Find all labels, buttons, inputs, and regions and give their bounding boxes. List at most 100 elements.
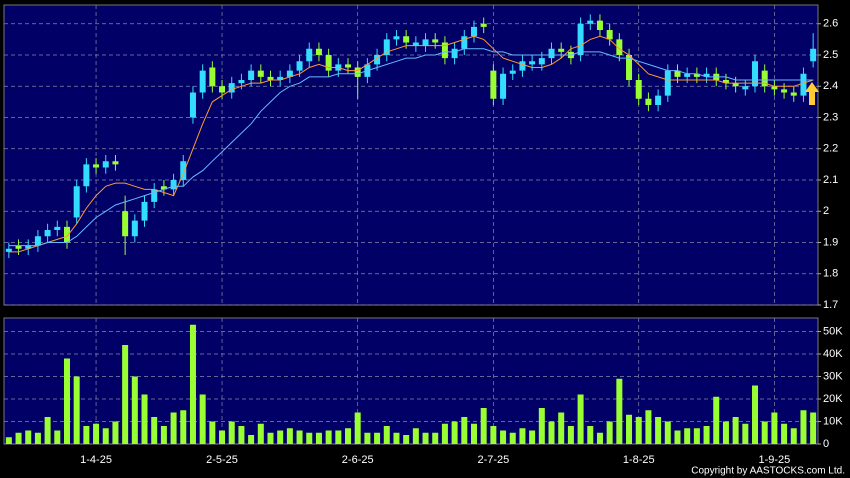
volume-bar [596,432,603,444]
volume-bar [781,423,788,444]
volume-bar [664,421,671,444]
y-tick-label: 0 [823,438,829,450]
candle-body [93,164,100,168]
candle-body [529,61,536,65]
volume-bar [422,432,429,444]
candle-body [509,70,516,74]
volume-panel [3,317,819,445]
candle-body [286,70,293,77]
candle-body [596,20,603,30]
volume-bar [684,428,691,444]
candle-body [102,161,109,168]
volume-bar [412,428,419,444]
y-tick-label: 2.4 [823,80,838,92]
volume-bar [248,435,255,444]
volume-bar [800,410,807,444]
candle-body [131,220,138,237]
volume-bar [277,430,284,444]
candle-body [315,48,322,55]
candle-body [44,230,51,237]
y-tick-label: 2.3 [823,111,838,123]
volume-bar [199,394,206,444]
candle-body [693,73,700,77]
candle-body [267,76,274,80]
candle-body [277,76,284,80]
volume-bar [5,437,12,444]
candle-body [5,248,12,252]
candle-body [325,55,332,71]
candle-body [538,58,545,65]
candle-body [374,55,381,65]
volume-bar [732,417,739,444]
volume-bar [529,430,536,444]
candle-body [606,30,613,40]
candle-body [422,39,429,46]
candle-body [219,86,226,93]
volume-bar [470,423,477,444]
x-tick-label: 2-5-25 [206,454,238,466]
y-tick-label: 1.8 [823,268,838,280]
candle-body [383,39,390,55]
candle-body [577,23,584,55]
volume-bar [296,430,303,444]
y-tick-label: 50K [823,325,843,337]
candle-body [674,70,681,77]
candle-body [25,245,32,249]
volume-bar [180,410,187,444]
volume-bar [538,408,545,444]
volume-bar [73,376,80,444]
candle-body [480,23,487,27]
volume-bar [257,423,264,444]
y-tick-label: 2.1 [823,174,838,186]
candle-body [403,36,410,43]
volume-bar [364,432,371,444]
x-tick-label: 1-8-25 [623,454,655,466]
candle-body [354,67,361,77]
candle-body [781,89,788,93]
candle-body [296,61,303,71]
volume-bar [267,432,274,444]
candle-body [15,245,22,249]
candle-body [451,48,458,59]
candle-body [684,73,691,77]
candle-body [112,161,119,165]
volume-bar [616,378,623,444]
volume-bar [189,324,196,444]
x-tick-label: 1-9-25 [758,454,790,466]
y-tick-label: 20K [823,393,843,405]
volume-bar [693,428,700,444]
candle-body [664,70,671,96]
volume-bar [461,417,468,444]
moving-average-line [8,48,814,247]
candle-body [790,92,797,96]
volume-bar [374,432,381,444]
volume-bar [83,426,90,444]
volume-bar [170,412,177,444]
volume-bar [403,435,410,444]
candle-body [73,186,80,218]
candle-body [645,98,652,105]
candle-body [151,189,158,202]
volume-bar [286,428,293,444]
volume-bar [93,423,100,444]
y-tick-label: 2 [823,205,829,217]
volume-bar [306,432,313,444]
y-tick-label: 2.2 [823,143,838,155]
candle-body [412,42,419,46]
volume-bar [325,430,332,444]
candle-body [393,36,400,40]
candle-body [248,70,255,80]
volume-bar [63,358,70,444]
y-tick-label: 2.5 [823,49,838,61]
candle-body [810,48,817,62]
volume-bar [315,432,322,444]
volume-bar [102,428,109,444]
volume-bar [335,430,342,444]
x-tick-label: 1-4-25 [80,454,112,466]
volume-bar [44,417,51,444]
candle-body [257,70,264,77]
candle-body [160,186,167,190]
candle-body [470,26,477,37]
volume-bar [490,426,497,444]
